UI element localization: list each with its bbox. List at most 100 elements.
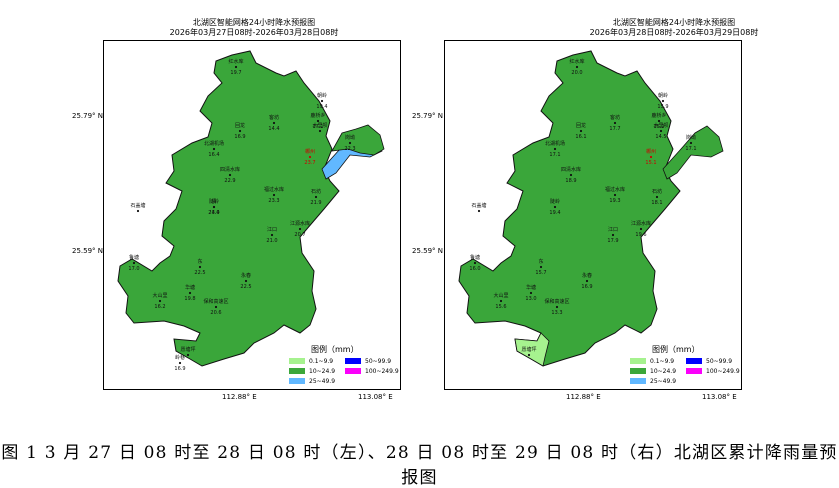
left-station-name: 岗坳 (345, 134, 355, 141)
right-station-value: 17.9 (607, 238, 618, 244)
left-station-dot (318, 129, 322, 133)
right-station-value: 14.5 (655, 134, 666, 140)
left-station-value: 19.4 (316, 104, 327, 110)
right-station-value: 15.9 (653, 124, 664, 130)
left-station-dot (348, 141, 352, 145)
legend-swatch (686, 368, 702, 374)
right-station-dot (639, 227, 643, 231)
left-station-value: 14.4 (268, 126, 279, 132)
right-map-panel: 北湖区智能网格24小时降水预报图 2026年03月28日08时-2026年03月… (412, 0, 839, 410)
left-station-value: 22.5 (240, 284, 251, 290)
right-station-value: 16.0 (469, 266, 480, 272)
right-station-name: 石盖塘 (471, 202, 486, 209)
right-station-name: 郴州 (646, 148, 656, 155)
left-station-name: 红水库 (228, 58, 243, 65)
left-station-dot (212, 147, 216, 151)
left-station-name: 江口 (267, 226, 277, 233)
right-station-name: 四清水库 (561, 166, 581, 173)
right-legend-item-0: 0.1~9.9 (630, 358, 674, 365)
left-station-name: 岭巷 (175, 354, 185, 361)
right-station-dot (539, 265, 543, 269)
left-lon-label-left: 112.88° E (222, 393, 257, 401)
left-station-name: 清 (211, 198, 216, 205)
right-station-value: 15.1 (645, 160, 656, 166)
left-lat-label-upper: 25.79° N (72, 112, 104, 120)
left-legend-item-0: 0.1~9.9 (289, 358, 333, 365)
left-station-dot (214, 305, 218, 309)
right-station-dot (649, 155, 653, 159)
left-station-name: 华塘 (185, 284, 195, 291)
left-station-dot (244, 279, 248, 283)
left-station-value: 24.0 (208, 210, 219, 216)
left-station-value: 16.4 (208, 152, 219, 158)
right-station-name: 北湖机场 (545, 140, 565, 147)
left-station-dot (270, 233, 274, 237)
left-station-name: 朝岭 (317, 92, 327, 99)
right-lon-label-right: 113.08° E (702, 393, 737, 401)
right-station-name: 保和高速区 (544, 298, 569, 305)
left-station-dot (272, 121, 276, 125)
left-map-title-line1: 北湖区智能网格24小时降水预报图 (192, 18, 316, 27)
right-region-shape (458, 50, 681, 367)
right-station-value: 19.4 (549, 210, 560, 216)
right-legend: 图例（mm） 0.1~9.9 50~99.9 10~24.9 100~249.9… (628, 344, 740, 389)
right-station-value: 13.3 (551, 310, 562, 316)
left-station-dot (238, 129, 242, 133)
right-station-value: 15.9 (657, 104, 668, 110)
right-station-name: 红水库 (569, 58, 584, 65)
left-station-name: 客坊 (269, 114, 279, 121)
left-station-dot (316, 119, 320, 123)
right-station-name: 岗坳 (686, 134, 696, 141)
left-legend-title: 图例（mm） (311, 345, 359, 354)
left-station-dot (234, 65, 238, 69)
right-station-dot (579, 129, 583, 133)
right-station-name: 石坊 (652, 188, 662, 195)
right-station-name: 鲁塘 (470, 254, 480, 261)
right-station-dot (529, 291, 533, 295)
left-station-value: 22.3 (344, 146, 355, 152)
right-station-value: 19.6 (635, 232, 646, 238)
left-station-name: 石盖塘 (130, 202, 145, 209)
left-station-name: 鹿桥乡 (310, 112, 325, 119)
right-legend-item-1: 50~99.9 (686, 358, 732, 365)
right-station-value: 17.1 (685, 146, 696, 152)
right-station-dot (473, 261, 477, 265)
left-station-dot (320, 99, 324, 103)
legend-swatch (630, 378, 646, 384)
right-station-dot (569, 173, 573, 177)
left-station-value: 17.1 (312, 124, 323, 130)
left-station-name: 郴州 (305, 148, 315, 155)
left-station-dot (298, 227, 302, 231)
left-station-name: 愿塘坪 (180, 346, 195, 353)
legend-swatch (345, 358, 361, 364)
left-station-value: 23.4 (208, 210, 219, 216)
left-station-dot (186, 353, 190, 357)
right-lat-label-upper: 25.79° N (412, 112, 444, 120)
right-station-dot (659, 129, 663, 133)
left-station-value: 23.7 (304, 160, 315, 166)
left-station-dot (272, 193, 276, 197)
left-station-name: 保和高速区 (203, 298, 228, 305)
left-legend-item-3: 100~249.9 (345, 368, 399, 375)
right-station-value: 17.7 (609, 126, 620, 132)
left-map-frame: 红水库 19.7 朝岭 19.4 客坊 14.4 鹿桥乡 17.1 木里坝 岗坳 22.3 回龙 16.… (103, 40, 401, 390)
right-station-dot (575, 65, 579, 69)
left-station-value: 22.5 (194, 270, 205, 276)
right-station-dot (613, 121, 617, 125)
right-station-value: 17.1 (549, 152, 560, 158)
left-station-value: 19.8 (184, 296, 195, 302)
right-station-name: 客坊 (610, 114, 620, 121)
left-map-title-line2: 2026年03月27日08时-2026年03月28日08时 (169, 28, 339, 37)
left-station-dot (314, 195, 318, 199)
right-station-name: 江口 (608, 226, 618, 233)
left-station-value: 21.9 (310, 200, 321, 206)
right-region-light-patch (514, 332, 550, 367)
left-station-dot (132, 261, 136, 265)
left-station-name: 大山里 (152, 292, 167, 299)
left-station-name: 石坊 (311, 188, 321, 195)
legend-swatch (630, 368, 646, 374)
left-station-dot (158, 299, 162, 303)
left-station-name: 回龙 (235, 122, 245, 129)
